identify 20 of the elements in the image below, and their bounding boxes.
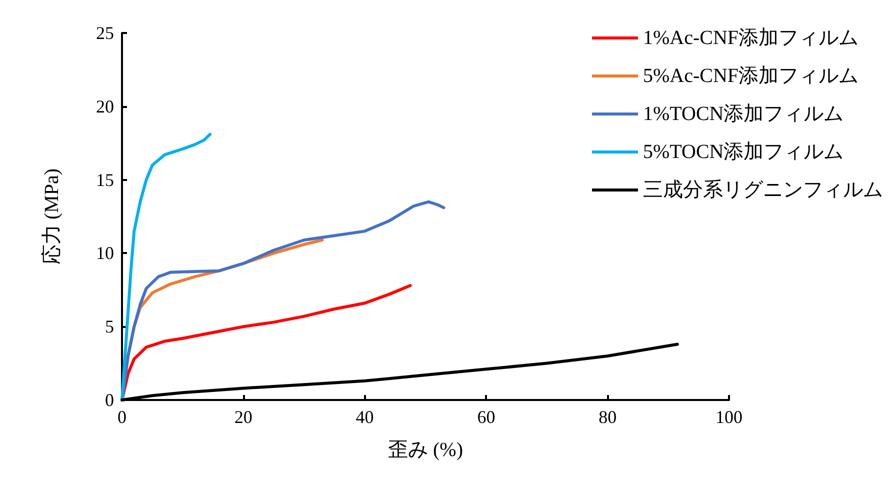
x-tick-label: 40	[356, 407, 374, 427]
line-series	[120, 132, 212, 402]
legend-label: 三成分系リグニンフィルム	[643, 179, 883, 201]
x-tick-label: 0	[118, 407, 126, 427]
y-tick-label: 10	[96, 243, 114, 264]
y-tick-label: 5	[105, 316, 114, 337]
y-tick-label: 25	[96, 23, 114, 43]
x-tick-label: 80	[598, 407, 617, 427]
x-tick-label: 20	[234, 407, 252, 427]
y-axis-title: 応力 (MPa)	[40, 168, 63, 265]
y-tick-label: 20	[96, 96, 114, 116]
y-tick-label: 15	[96, 170, 114, 190]
x-tick-label: 60	[477, 407, 496, 427]
legend-label: 1%TOCN添加フィルム	[643, 103, 844, 125]
legend-label: 5%Ac-CNF添加フィルム	[643, 65, 859, 87]
legend-label: 5%TOCN添加フィルム	[643, 141, 844, 163]
legend-label: 1%Ac-CNF添加フィルム	[643, 27, 859, 49]
y-tick-label: 0	[105, 390, 114, 410]
x-axis-title: 歪み (%)	[388, 439, 463, 461]
x-tick-label: 100	[716, 407, 742, 427]
